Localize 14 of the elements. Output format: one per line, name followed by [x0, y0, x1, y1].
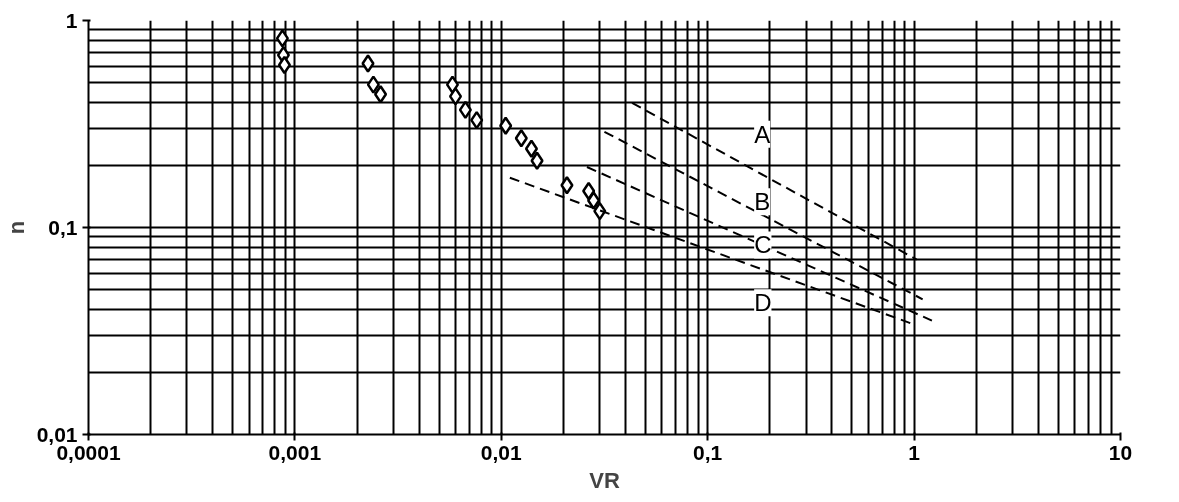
annotation: C: [754, 231, 772, 259]
annotation: A: [754, 120, 771, 148]
y-tick-label: 0,1: [48, 215, 78, 239]
x-axis-title: VR: [589, 467, 620, 493]
x-tick-label: 0,01: [480, 440, 523, 464]
y-tick-label: 1: [65, 8, 78, 32]
x-tick-label: 0,001: [268, 440, 322, 464]
annotation: D: [754, 289, 772, 317]
x-tick-label: 10: [1108, 440, 1133, 464]
x-tick-label: 1: [908, 440, 921, 464]
y-axis-title: n: [3, 220, 29, 235]
y-tick-label: 0,01: [36, 422, 78, 446]
annotation: B: [754, 188, 771, 216]
x-tick-label: 0,1: [693, 440, 723, 464]
